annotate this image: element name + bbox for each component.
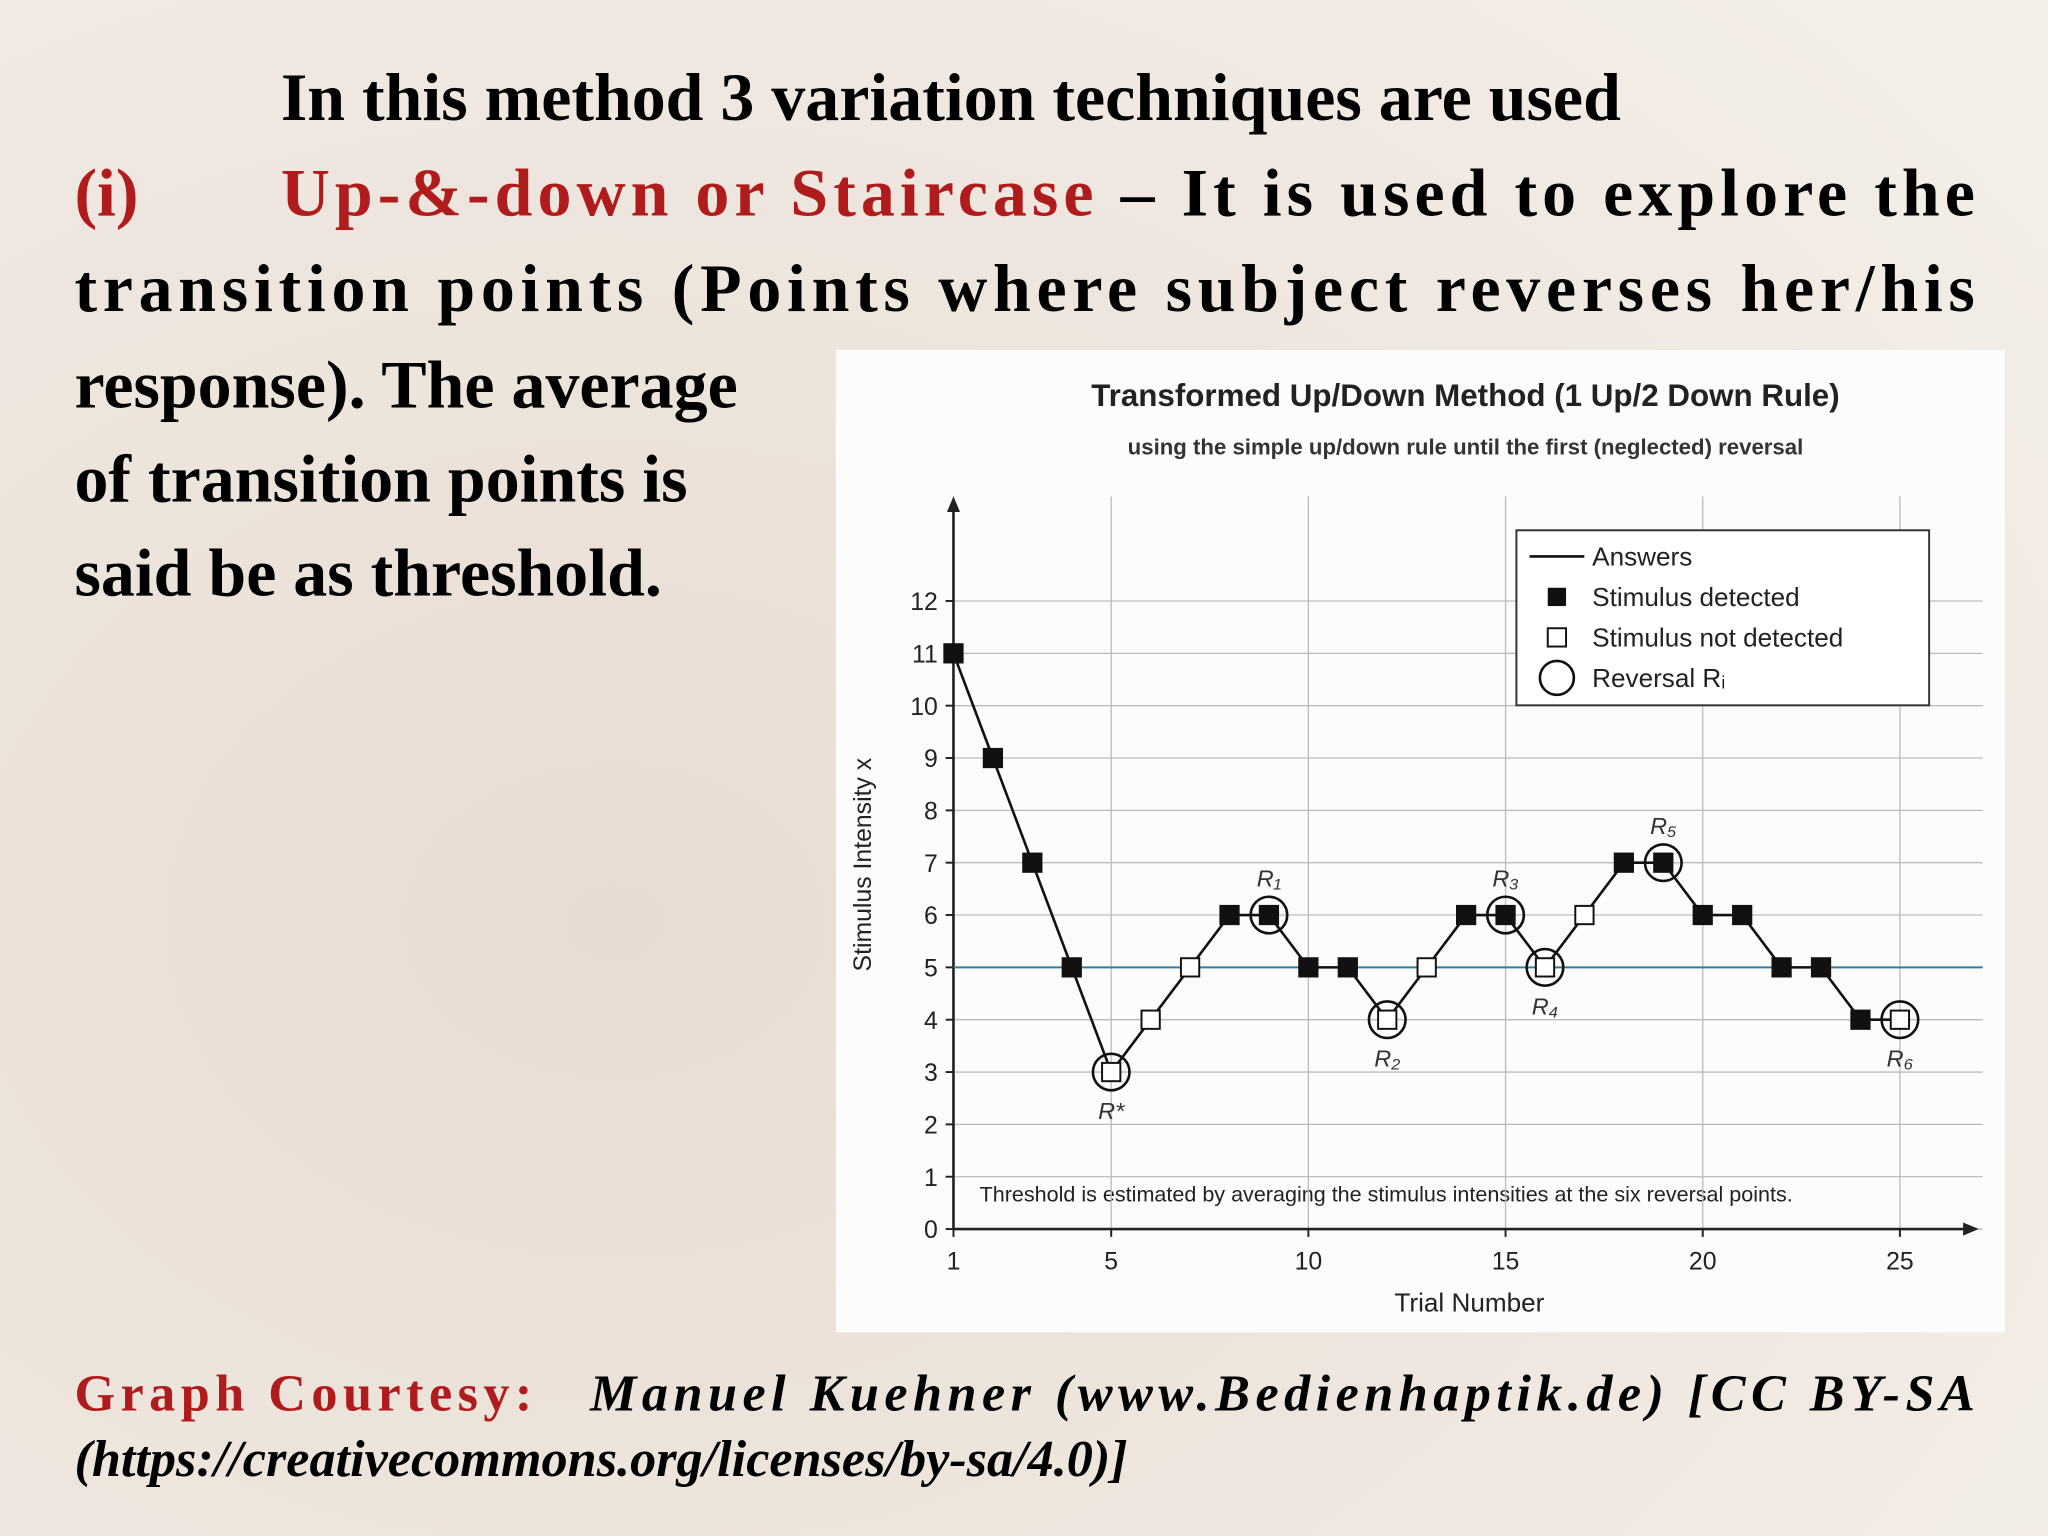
y-tick-label: 0	[924, 1217, 938, 1244]
credit-text: (https://creativecommons.org/licenses/by…	[74, 1430, 1127, 1488]
reversal-label: R₄	[1532, 993, 1558, 1019]
reversal-marker	[1643, 843, 1683, 883]
y-tick-label: 12	[910, 589, 938, 616]
legend-box	[1515, 529, 1931, 707]
chart: Transformed Up/Down Method (1 Up/2 Down …	[850, 378, 1983, 1317]
detected-marker	[1771, 957, 1792, 978]
legend-symbol	[1547, 587, 1567, 607]
legend-label: Reversal Rᵢ	[1592, 663, 1725, 693]
not-detected-marker	[1140, 1009, 1161, 1030]
text-line: response). The average	[74, 347, 737, 423]
reversal-marker	[1249, 895, 1289, 935]
reversal-label: R₆	[1887, 1046, 1914, 1072]
reversal-marker	[1091, 1052, 1131, 1092]
detected-marker	[1022, 852, 1043, 873]
detected-marker	[1495, 904, 1516, 926]
detected-marker	[1653, 852, 1674, 873]
detected-marker	[1613, 852, 1634, 873]
reversal-label: R₂	[1374, 1046, 1400, 1072]
x-axis-arrow	[1963, 1222, 1979, 1236]
text-line: of transition points is	[74, 441, 687, 517]
text-line: transition points (Points where subject …	[74, 250, 1974, 326]
y-tick-label: 8	[924, 798, 938, 825]
y-axis-arrow	[946, 496, 960, 512]
heading: In this method 3 variation techniques ar…	[281, 59, 1621, 135]
y-tick-label: 6	[924, 903, 938, 930]
legend-label: Stimulus not detected	[1592, 623, 1843, 653]
legend-label: Stimulus detected	[1592, 582, 1800, 612]
legend-label: Answers	[1592, 542, 1692, 572]
item-marker: (i)	[74, 155, 138, 231]
detected-marker	[1337, 957, 1358, 978]
y-tick-label: 10	[910, 694, 938, 721]
detected-marker	[1061, 957, 1082, 978]
reversal-label: R₃	[1492, 865, 1518, 891]
not-detected-marker	[1101, 1061, 1122, 1083]
reversal-label: R₅	[1650, 813, 1677, 839]
x-axis-label: Trial Number	[1394, 1287, 1544, 1317]
y-tick-label: 11	[912, 641, 938, 668]
y-tick-label: 2	[924, 1113, 938, 1140]
reversal-marker	[1525, 947, 1565, 987]
detected-marker	[1219, 904, 1240, 926]
detected-marker	[943, 643, 964, 664]
text-line: said be as threshold.	[74, 535, 661, 611]
not-detected-marker	[1377, 1009, 1398, 1030]
reversal-label: R*	[1098, 1098, 1125, 1124]
term: Up-&-down or Staircase	[281, 155, 1094, 231]
x-tick-label: 1	[947, 1249, 961, 1276]
detected-marker	[1258, 904, 1280, 926]
detected-marker	[982, 747, 1004, 769]
not-detected-marker	[1534, 957, 1556, 978]
detected-marker	[1732, 904, 1753, 926]
reversal-label: R₁	[1257, 865, 1281, 891]
x-tick-label: 25	[1886, 1249, 1914, 1276]
detected-marker	[1850, 1009, 1871, 1030]
chart-background	[835, 350, 2005, 1333]
item-line: Up-&-down or Staircase – It is used to e…	[281, 155, 1975, 231]
not-detected-marker	[1574, 904, 1595, 926]
reversal-marker	[1367, 1000, 1407, 1040]
not-detected-marker	[1889, 1009, 1911, 1030]
x-tick-label: 5	[1104, 1249, 1118, 1276]
x-tick-label: 10	[1295, 1249, 1323, 1276]
not-detected-marker	[1416, 957, 1437, 978]
credit-line: Graph Courtesy: Manuel Kuehner (www.Bedie…	[74, 1365, 1974, 1423]
chart-title: Transformed Up/Down Method (1 Up/2 Down …	[1091, 378, 1839, 413]
chart-subtitle: using the simple up/down rule until the …	[1128, 435, 1804, 460]
y-axis-label: Stimulus Intensity x	[850, 757, 877, 971]
y-tick-label: 7	[924, 851, 938, 878]
detected-marker	[1810, 957, 1832, 978]
legend-symbol	[1538, 659, 1576, 697]
detected-marker	[1298, 957, 1319, 978]
reversal-marker	[1485, 895, 1526, 935]
y-tick-label: 3	[924, 1060, 938, 1087]
text-line: – It is used to explore the	[1099, 155, 1975, 231]
reversal-marker	[1880, 1000, 1920, 1040]
credit-label: Graph Courtesy:	[74, 1365, 532, 1423]
y-tick-label: 1	[924, 1165, 938, 1192]
legend-symbol	[1546, 627, 1568, 648]
y-tick-label: 9	[924, 746, 938, 773]
x-tick-label: 15	[1492, 1249, 1520, 1276]
detected-marker	[1456, 904, 1477, 926]
annotation: Threshold is estimated by averaging the …	[980, 1182, 1793, 1207]
x-tick-label: 20	[1689, 1249, 1717, 1276]
detected-marker	[1692, 904, 1713, 926]
not-detected-marker	[1179, 957, 1201, 978]
y-tick-label: 4	[924, 1008, 938, 1035]
y-tick-label: 5	[924, 956, 938, 983]
